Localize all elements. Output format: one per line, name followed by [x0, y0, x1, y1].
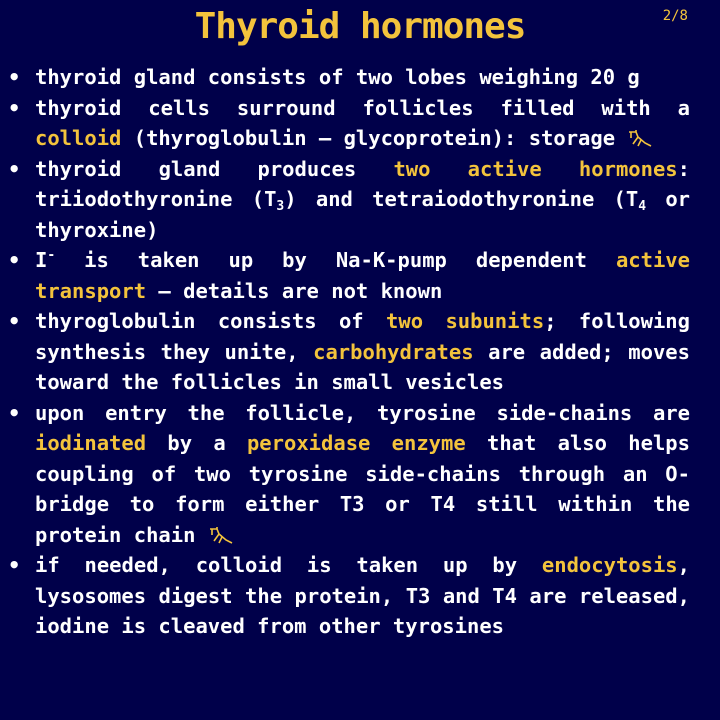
- text: is taken up by Na-K-pump dependent: [55, 248, 616, 272]
- text: upon entry the follicle, tyrosine side-c…: [35, 400, 690, 425]
- text: : triiodothyronine (T: [35, 156, 690, 212]
- superscript: -: [47, 248, 56, 263]
- highlight: endocytosis: [541, 553, 678, 577]
- text: that also helps coupling of two tyrosine…: [35, 431, 690, 547]
- text: (thyroglobulin – glycoprotein): storage: [121, 126, 628, 150]
- text: by a: [146, 431, 247, 455]
- text: thyroid cells surround follicles filled …: [35, 95, 690, 120]
- bullet: thyroid gland consists of two lobes weig…: [8, 62, 690, 93]
- bullet: thyroid gland produces two active hormon…: [8, 154, 691, 246]
- pointer-icon: [209, 526, 233, 544]
- slide-title: Thyroid hormones: [194, 6, 527, 47]
- text: , lysosomes digest the protein, T3 and T…: [35, 553, 690, 638]
- bullet-list: thyroid gland consists of two lobes weig…: [0, 62, 690, 642]
- text: if needed, colloid is taken up by: [35, 553, 542, 577]
- highlight: iodinated: [35, 431, 147, 455]
- text: – details are not known: [146, 278, 443, 303]
- highlight: colloid: [35, 126, 122, 150]
- text: thyroid gland produces: [35, 156, 394, 181]
- highlight: peroxidase enzyme: [246, 431, 466, 455]
- bullet: thyroglobulin consists of two subunits; …: [8, 306, 690, 398]
- highlight: active transport: [35, 248, 690, 303]
- text: or thyroxine): [35, 187, 691, 242]
- text: ; following synthesis they unite,: [35, 309, 690, 364]
- bullet: thyroid cells surround follicles filled …: [8, 93, 690, 154]
- text: thyroglobulin consists of: [35, 309, 387, 333]
- bullet: I- is taken up by Na-K-pump dependent ac…: [8, 245, 690, 306]
- bullet: upon entry the follicle, tyrosine side-c…: [8, 398, 690, 551]
- bullet: if needed, colloid is taken up by endocy…: [8, 550, 690, 642]
- page-number: 2/8: [662, 8, 688, 24]
- subscript: 3: [276, 199, 285, 214]
- highlight: carbohydrates: [313, 339, 474, 364]
- text: ) and tetraiodothyronine (T: [284, 187, 639, 211]
- text: I: [35, 248, 48, 272]
- pointer-icon: [629, 130, 652, 147]
- highlight: two subunits: [386, 309, 545, 333]
- text: are added; moves toward the follicles in…: [35, 339, 690, 395]
- text: thyroid gland consists of two lobes weig…: [35, 65, 640, 89]
- subscript: 4: [638, 199, 647, 214]
- highlight: two active hormones: [393, 156, 678, 181]
